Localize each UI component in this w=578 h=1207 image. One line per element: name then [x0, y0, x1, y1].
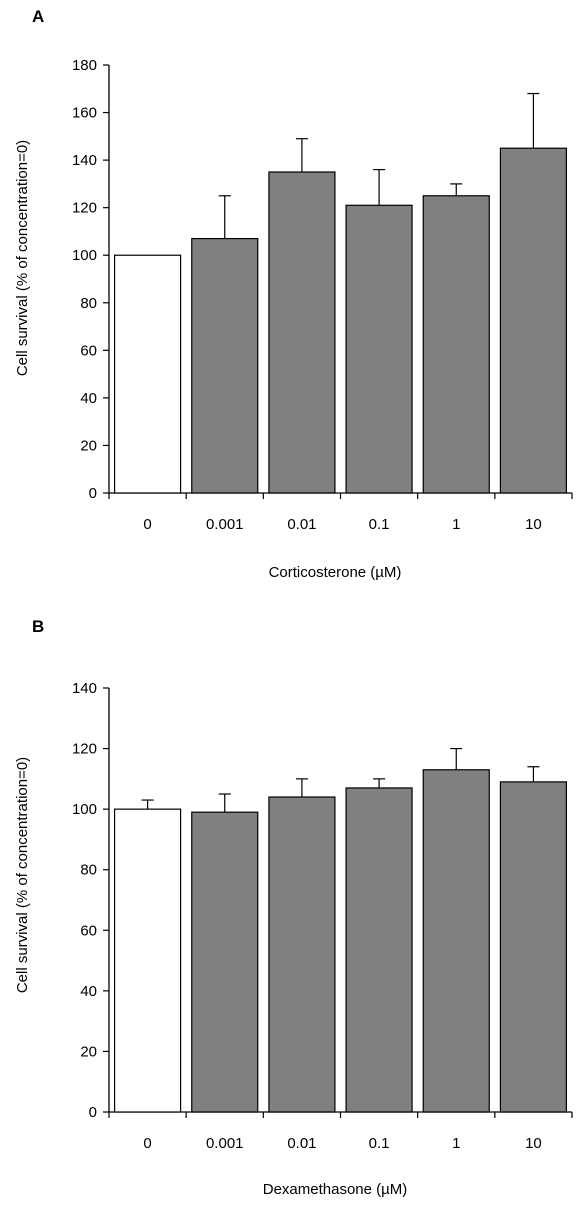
x-tick-label-b: 0.01 [287, 1135, 316, 1152]
bar-b-4 [422, 769, 490, 1113]
y-tick-label-b: 80 [80, 862, 97, 879]
bar-a-5 [499, 147, 568, 494]
panel-label-a: A [32, 7, 44, 26]
plot-area-b: 0 20 40 60 80 100 120 140 0 0.001 0.01 0.1 1 10 [72, 680, 573, 1152]
y-tick-label-a: 100 [72, 247, 97, 264]
y-tick-label-a: 180 [72, 57, 97, 74]
x-tick-label-a: 10 [525, 516, 542, 533]
bar-a-0 [113, 254, 182, 494]
y-axis-title-a: Cell survival (% of concentration=0) [14, 140, 31, 376]
x-tick-label-a: 0 [143, 516, 151, 533]
y-tick-label-b: 140 [72, 680, 97, 697]
x-tick-label-a: 0.001 [206, 516, 244, 533]
y-tick-label-b: 100 [72, 801, 97, 818]
bar-b-2 [268, 796, 336, 1113]
bar-b-0 [113, 808, 182, 1113]
bar-b-1 [191, 811, 259, 1113]
x-tick-label-a: 0.01 [287, 516, 316, 533]
y-tick-label-a: 160 [72, 105, 97, 122]
bar-a-4 [422, 195, 490, 494]
bar-a-1 [191, 237, 259, 494]
y-tick-label-b: 40 [80, 983, 97, 1000]
x-tick-label-b: 10 [525, 1135, 542, 1152]
y-tick-label-b: 60 [80, 922, 97, 939]
y-tick-label-a: 80 [80, 295, 97, 312]
bar-b-3 [345, 787, 413, 1113]
x-axis-title-b: Dexamethasone (µM) [263, 1181, 408, 1198]
x-tick-label-b: 0 [143, 1135, 151, 1152]
bar-b-5 [499, 781, 568, 1113]
x-tick-label-b: 0.1 [369, 1135, 390, 1152]
y-tick-label-b: 0 [89, 1104, 97, 1121]
panel-label-b: B [32, 617, 44, 636]
y-tick-label-a: 0 [89, 485, 97, 502]
plot-area-a: 0 20 40 60 80 100 120 140 160 180 0 0.001 0.01 0.1 1 10 [72, 57, 573, 533]
chart-panel-a: A 0 20 40 60 80 100 120 140 160 180 0 0.001 0.01 0.1 1… [14, 7, 573, 581]
x-tick-label-a: 1 [452, 516, 460, 533]
y-tick-label-b: 120 [72, 741, 97, 758]
x-tick-label-b: 0.001 [206, 1135, 244, 1152]
x-tick-label-b: 1 [452, 1135, 460, 1152]
y-tick-label-a: 20 [80, 437, 97, 454]
x-axis-title-a: Corticosterone (µM) [269, 564, 402, 581]
x-tick-label-a: 0.1 [369, 516, 390, 533]
bar-a-3 [345, 204, 413, 494]
bar-a-2 [268, 171, 336, 494]
y-tick-label-b: 20 [80, 1043, 97, 1060]
y-tick-label-a: 60 [80, 342, 97, 359]
y-axis-title-b: Cell survival (% of concentration=0) [14, 757, 31, 993]
y-tick-label-a: 120 [72, 200, 97, 217]
y-tick-label-a: 140 [72, 152, 97, 169]
chart-panel-b: B 0 20 40 60 80 100 120 140 0 0.001 0.01 0.1 1 10 Dex… [14, 617, 573, 1198]
y-tick-label-a: 40 [80, 390, 97, 407]
